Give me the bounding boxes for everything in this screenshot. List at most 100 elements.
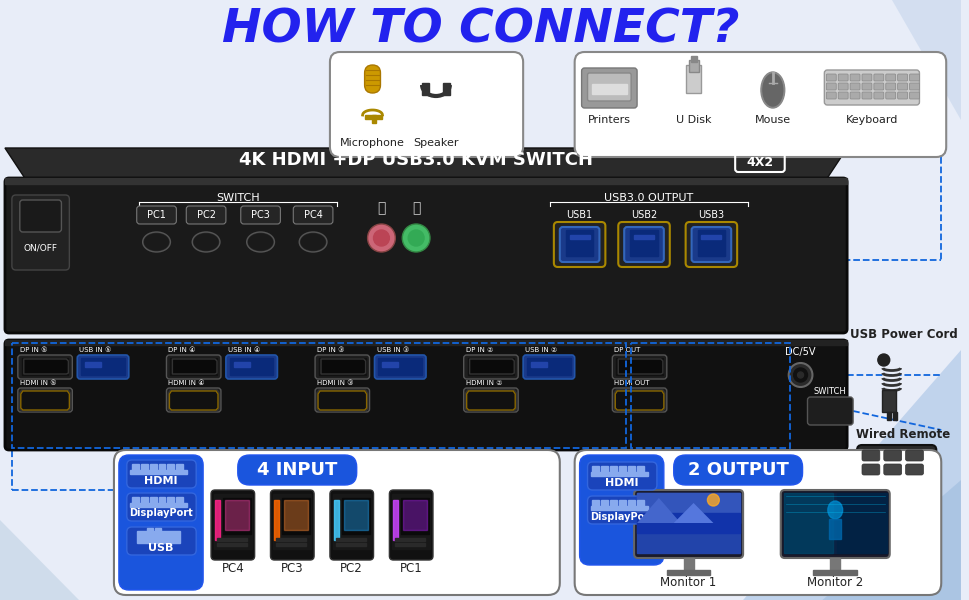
- Bar: [12, 343, 626, 448]
- FancyBboxPatch shape: [909, 74, 919, 81]
- FancyBboxPatch shape: [579, 455, 663, 565]
- Text: PC3: PC3: [251, 210, 269, 220]
- Bar: [319, 358, 365, 375]
- Text: PC1: PC1: [147, 210, 166, 220]
- FancyBboxPatch shape: [905, 450, 922, 461]
- FancyBboxPatch shape: [826, 83, 835, 90]
- Text: U Disk: U Disk: [675, 115, 710, 125]
- FancyBboxPatch shape: [211, 490, 255, 560]
- Bar: [137, 531, 180, 543]
- FancyBboxPatch shape: [806, 397, 852, 425]
- FancyBboxPatch shape: [127, 460, 196, 488]
- FancyBboxPatch shape: [611, 355, 666, 379]
- Bar: [168, 464, 174, 470]
- Text: HDMI OUT: HDMI OUT: [613, 380, 649, 386]
- Circle shape: [706, 494, 719, 506]
- FancyBboxPatch shape: [909, 92, 919, 99]
- Bar: [530, 362, 547, 367]
- Circle shape: [788, 363, 812, 387]
- Text: SWITCH: SWITCH: [216, 193, 260, 203]
- Text: USB Power Cord: USB Power Cord: [849, 329, 956, 341]
- Ellipse shape: [194, 234, 218, 250]
- Text: Speaker: Speaker: [413, 138, 458, 148]
- FancyBboxPatch shape: [315, 388, 369, 412]
- Bar: [343, 500, 367, 530]
- FancyBboxPatch shape: [389, 490, 432, 560]
- FancyBboxPatch shape: [463, 388, 517, 412]
- FancyBboxPatch shape: [329, 52, 522, 157]
- Bar: [141, 464, 147, 470]
- Bar: [81, 358, 125, 375]
- Text: HDMI: HDMI: [143, 476, 177, 486]
- FancyBboxPatch shape: [673, 455, 801, 485]
- Bar: [637, 493, 739, 523]
- FancyBboxPatch shape: [849, 92, 860, 99]
- Text: DP OUT: DP OUT: [613, 347, 640, 353]
- Bar: [565, 230, 593, 256]
- Circle shape: [793, 368, 806, 382]
- Bar: [335, 538, 365, 541]
- Bar: [688, 60, 698, 72]
- FancyBboxPatch shape: [186, 206, 226, 224]
- Text: USB IN ④: USB IN ④: [228, 347, 260, 353]
- Text: PC3: PC3: [281, 562, 303, 575]
- Bar: [276, 538, 306, 541]
- Bar: [341, 498, 369, 534]
- Bar: [628, 500, 635, 506]
- FancyBboxPatch shape: [873, 92, 883, 99]
- FancyBboxPatch shape: [5, 178, 846, 333]
- FancyBboxPatch shape: [240, 206, 280, 224]
- FancyBboxPatch shape: [587, 496, 656, 524]
- FancyBboxPatch shape: [559, 227, 599, 262]
- FancyBboxPatch shape: [12, 195, 70, 270]
- Bar: [526, 358, 570, 375]
- FancyBboxPatch shape: [861, 74, 871, 81]
- Bar: [393, 500, 398, 540]
- Bar: [395, 543, 424, 546]
- Bar: [783, 493, 886, 553]
- Bar: [5, 178, 846, 184]
- Bar: [284, 500, 308, 530]
- FancyBboxPatch shape: [587, 462, 656, 490]
- FancyBboxPatch shape: [270, 490, 314, 560]
- FancyBboxPatch shape: [237, 455, 357, 485]
- Polygon shape: [24, 359, 68, 374]
- Bar: [601, 500, 608, 506]
- Circle shape: [797, 372, 802, 378]
- Bar: [130, 470, 187, 474]
- Text: HOW TO CONNECT?: HOW TO CONNECT?: [222, 7, 738, 52]
- Bar: [146, 528, 152, 534]
- Bar: [378, 358, 422, 375]
- Text: USB: USB: [147, 543, 173, 553]
- Bar: [5, 340, 846, 345]
- Bar: [217, 543, 246, 546]
- Bar: [335, 543, 365, 546]
- FancyBboxPatch shape: [896, 74, 907, 81]
- Bar: [637, 466, 643, 472]
- FancyBboxPatch shape: [896, 92, 907, 99]
- Bar: [149, 497, 156, 503]
- Bar: [154, 528, 160, 534]
- Bar: [132, 497, 139, 503]
- FancyBboxPatch shape: [824, 70, 919, 105]
- Bar: [403, 500, 426, 530]
- FancyBboxPatch shape: [883, 464, 901, 475]
- Ellipse shape: [298, 232, 327, 252]
- Polygon shape: [5, 148, 846, 178]
- Bar: [569, 235, 589, 239]
- Text: DisplayPort: DisplayPort: [129, 508, 192, 518]
- FancyBboxPatch shape: [873, 74, 883, 81]
- Polygon shape: [637, 498, 680, 523]
- Bar: [634, 235, 653, 239]
- FancyBboxPatch shape: [624, 227, 663, 262]
- Text: 🎤: 🎤: [377, 201, 386, 215]
- Text: PC2: PC2: [197, 210, 215, 220]
- Bar: [422, 83, 428, 95]
- Bar: [371, 115, 375, 123]
- FancyBboxPatch shape: [861, 92, 871, 99]
- Bar: [637, 493, 739, 553]
- FancyBboxPatch shape: [909, 83, 919, 90]
- Bar: [610, 500, 616, 506]
- Bar: [132, 464, 139, 470]
- Text: 2 OUTPUT: 2 OUTPUT: [687, 461, 788, 479]
